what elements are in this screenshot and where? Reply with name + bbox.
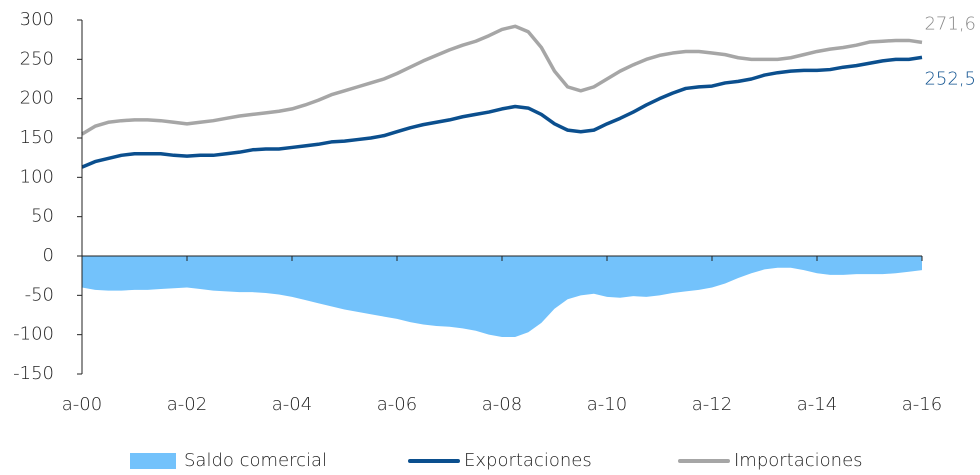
y-tick-label: 100 [20,166,54,187]
y-tick-label: -50 [25,284,54,305]
x-tick-label: a-06 [377,394,417,415]
x-tick-label: a-04 [272,394,312,415]
y-tick-label: 50 [31,206,54,227]
value-label: 252,5 [924,68,976,89]
y-tick-label: 300 [20,9,54,30]
line [81,24,923,136]
area [82,256,922,338]
legend-label: Saldo comercial [184,450,327,471]
y-tick-label: 250 [20,48,54,69]
line [81,55,923,169]
x-tick-label: a-08 [482,394,522,415]
y-tick-label: -100 [13,324,54,345]
y-tick-label: 0 [43,245,54,266]
value-label: 271,6 [924,13,976,34]
legend-swatch [130,453,176,469]
legend-label: Exportaciones [464,450,592,471]
x-tick-label: a-00 [62,394,102,415]
x-tick-label: a-02 [167,394,207,415]
y-tick-label: 200 [20,88,54,109]
x-tick-label: a-12 [692,394,732,415]
x-tick-label: a-10 [587,394,627,415]
x-tick-label: a-16 [902,394,942,415]
x-tick-label: a-14 [797,394,837,415]
y-tick-label: -150 [13,363,54,384]
y-tick-label: 150 [20,127,54,148]
legend-label: Importaciones [734,450,863,471]
